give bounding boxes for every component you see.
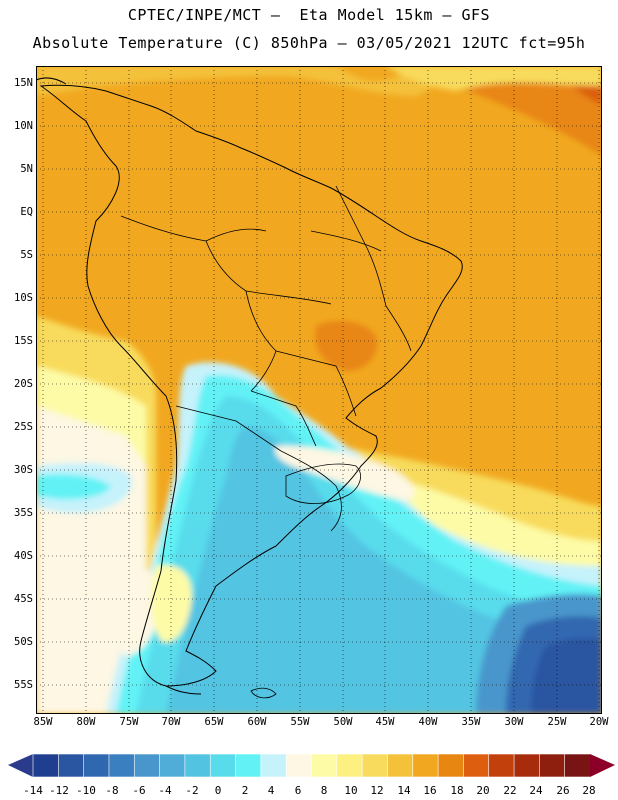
lon-label: 40W bbox=[418, 716, 438, 728]
colorbar-cell bbox=[83, 753, 110, 778]
colorbar-cell bbox=[260, 753, 287, 778]
colorbar-tick: 22 bbox=[503, 784, 517, 797]
colorbar-cell bbox=[209, 753, 237, 778]
lon-label: 75W bbox=[119, 716, 139, 728]
colorbar-cell bbox=[361, 753, 389, 778]
colorbar-tick: -14 bbox=[23, 784, 43, 797]
colorbar-tick: 14 bbox=[397, 784, 411, 797]
colorbar-tick: 6 bbox=[294, 784, 302, 797]
lat-label: 5S bbox=[20, 249, 33, 261]
graticule bbox=[36, 66, 602, 714]
colorbar-tick: 0 bbox=[214, 784, 222, 797]
lat-label: 30S bbox=[14, 464, 33, 476]
lat-label: 15S bbox=[14, 335, 33, 347]
country-borders bbox=[120, 185, 412, 532]
colorbar-tick: 28 bbox=[582, 784, 596, 797]
lon-label: 35W bbox=[461, 716, 481, 728]
lon-label: 85W bbox=[33, 716, 53, 728]
colorbar-tick: -6 bbox=[132, 784, 146, 797]
colorbar-tick: 12 bbox=[370, 784, 384, 797]
lat-label: 5N bbox=[20, 163, 33, 175]
lon-label: 65W bbox=[204, 716, 224, 728]
lon-label: 45W bbox=[375, 716, 395, 728]
colorbar-cell bbox=[336, 753, 363, 778]
colorbar-tick: 16 bbox=[423, 784, 437, 797]
colorbar-cell bbox=[32, 753, 60, 778]
colorbar-cell bbox=[463, 753, 490, 778]
lat-label: 55S bbox=[14, 679, 33, 691]
lon-label: 20W bbox=[589, 716, 609, 728]
colorbar-cell bbox=[285, 753, 313, 778]
colorbar-cell bbox=[184, 753, 212, 778]
lon-label: 70W bbox=[161, 716, 181, 728]
colorbar-tick: -12 bbox=[49, 784, 69, 797]
colorbar-cell bbox=[564, 753, 591, 778]
colorbar-cell bbox=[539, 753, 566, 778]
colorbar-above-arrow bbox=[590, 754, 615, 777]
colorbar-tick: 24 bbox=[529, 784, 543, 797]
colorbar-cell bbox=[412, 753, 439, 778]
colorbar-cells bbox=[32, 753, 591, 778]
lon-label: 25W bbox=[547, 716, 567, 728]
colorbar-tick: 8 bbox=[320, 784, 328, 797]
title-line-1: CPTEC/INPE/MCT – Eta Model 15km – GFS bbox=[127, 6, 491, 24]
colorbar-cell bbox=[133, 753, 161, 778]
colorbar-tick: -2 bbox=[185, 784, 199, 797]
colorbar-tick: 26 bbox=[556, 784, 570, 797]
lat-label: 40S bbox=[14, 550, 33, 562]
colorbar-cell bbox=[513, 753, 541, 778]
lat-label: 50S bbox=[14, 636, 33, 648]
map-frame bbox=[36, 66, 602, 714]
colorbar-below-arrow bbox=[8, 754, 33, 777]
lat-label: 10S bbox=[14, 292, 33, 304]
lat-label: EQ bbox=[20, 206, 33, 218]
colorbar-cell bbox=[108, 753, 136, 778]
colorbar bbox=[8, 753, 615, 778]
colorbar-cell bbox=[437, 753, 465, 778]
coastline bbox=[36, 77, 463, 695]
colorbar-cell bbox=[159, 753, 186, 778]
colorbar-tick: 2 bbox=[241, 784, 249, 797]
lon-label: 60W bbox=[247, 716, 267, 728]
temperature-map bbox=[36, 66, 602, 714]
colorbar-tick: 20 bbox=[476, 784, 490, 797]
colorbar-tick: -4 bbox=[158, 784, 172, 797]
lon-label: 50W bbox=[333, 716, 353, 728]
colorbar-tick: 18 bbox=[450, 784, 464, 797]
temperature-field bbox=[36, 66, 602, 714]
colorbar-tick: 4 bbox=[267, 784, 275, 797]
title-line-2: Absolute Temperature (C) 850hPa – 03/05/… bbox=[32, 34, 586, 52]
lat-label: 20S bbox=[14, 378, 33, 390]
lon-label: 55W bbox=[290, 716, 310, 728]
lat-label: 10N bbox=[14, 120, 33, 132]
colorbar-cell bbox=[235, 753, 262, 778]
colorbar-cell bbox=[488, 753, 515, 778]
lon-label: 30W bbox=[504, 716, 524, 728]
lat-label: 45S bbox=[14, 593, 33, 605]
falkland-islands bbox=[250, 687, 277, 699]
colorbar-cell bbox=[58, 753, 85, 778]
lat-label: 35S bbox=[14, 507, 33, 519]
colorbar-tick: 10 bbox=[344, 784, 358, 797]
colorbar-cell bbox=[387, 753, 414, 778]
lon-label: 80W bbox=[76, 716, 96, 728]
colorbar-tick: -10 bbox=[76, 784, 96, 797]
lat-label: 15N bbox=[14, 77, 33, 89]
lat-label: 25S bbox=[14, 421, 33, 433]
colorbar-tick: -8 bbox=[105, 784, 119, 797]
colorbar-cell bbox=[311, 753, 338, 778]
